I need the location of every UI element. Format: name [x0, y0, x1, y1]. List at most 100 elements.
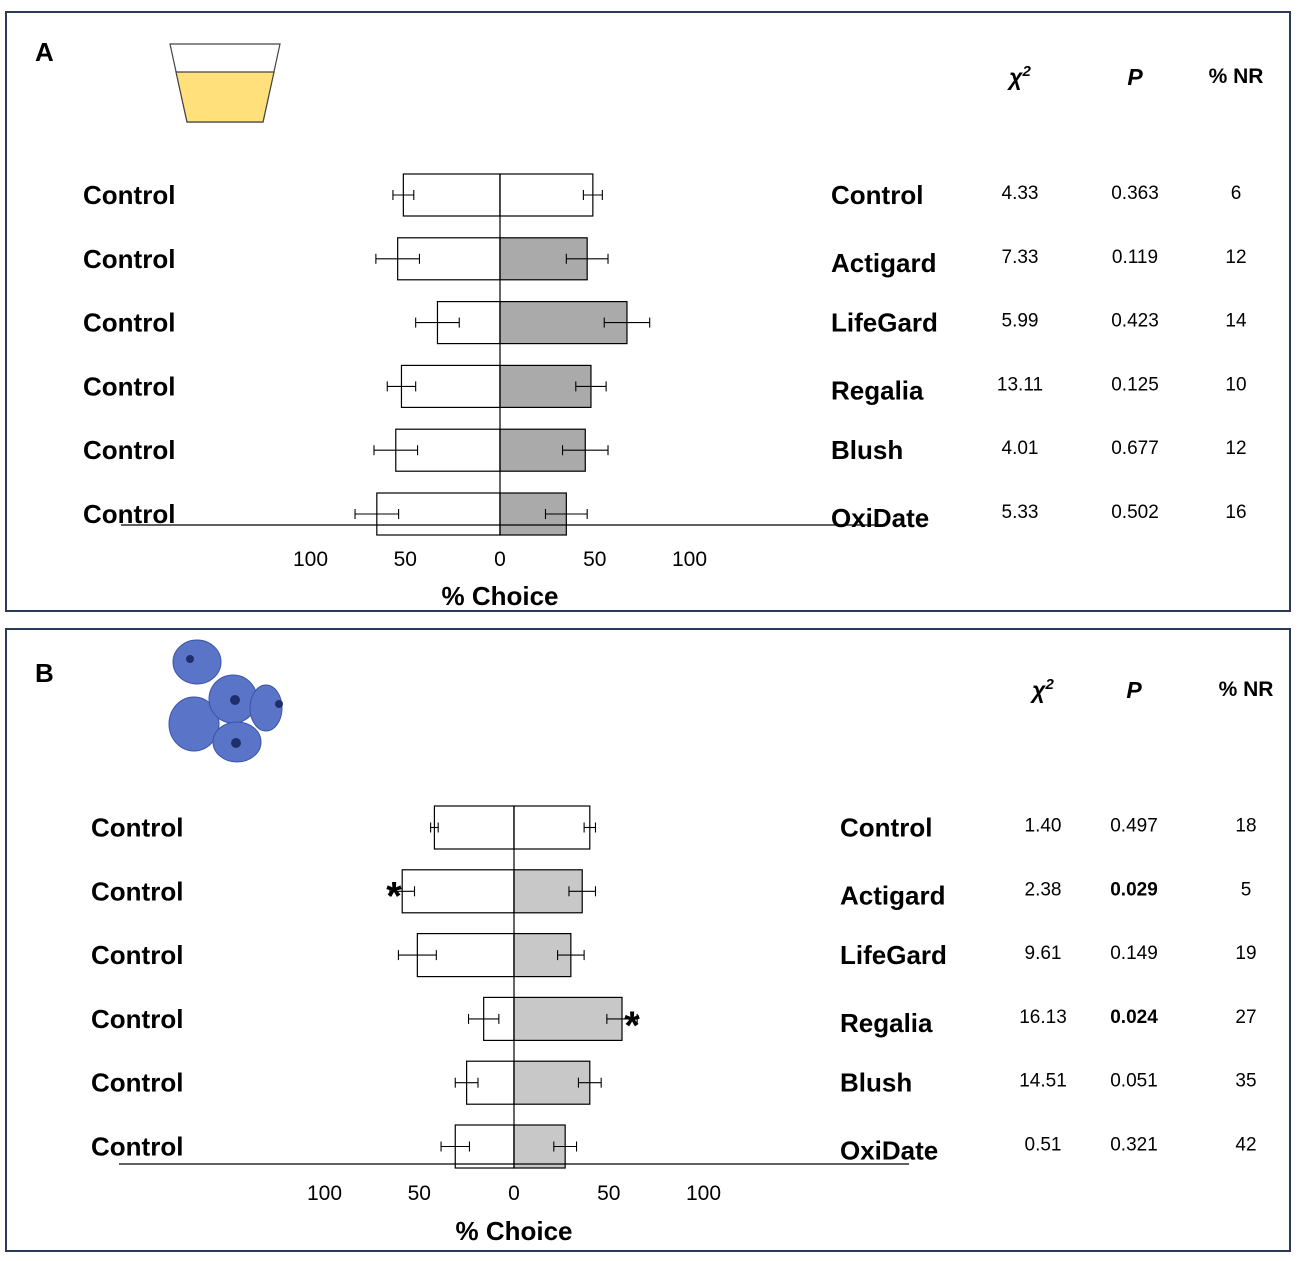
bar-row-actigard: Control Actigard 7.33 0.119 12 [83, 237, 1247, 281]
nr-value: 5 [1241, 879, 1252, 900]
x-tick-label: 100 [307, 1182, 342, 1205]
berry-0 [172, 639, 222, 685]
row-label-treatment: Control [840, 813, 932, 843]
chi-square-header: χ2 [1006, 63, 1031, 90]
chi-square-value: 9.61 [1025, 943, 1062, 964]
chi-square-value: 14.51 [1019, 1071, 1067, 1092]
berry-crown [186, 655, 194, 663]
chi-square-header: χ2 [1029, 676, 1054, 703]
p-value: 0.029 [1110, 879, 1158, 900]
bar-treatment [499, 173, 594, 217]
p-value: 0.423 [1111, 311, 1159, 332]
bar-row-regalia: * Control Regalia 16.13 0.024 27 [91, 996, 1257, 1048]
row-label-control: Control [83, 435, 175, 465]
row-label-control: Control [91, 876, 183, 906]
nr-value: 19 [1235, 943, 1256, 964]
chi-square-value: 13.11 [997, 374, 1043, 395]
x-tick-label: 50 [597, 1182, 620, 1205]
berry-crown [230, 695, 240, 705]
chi-superscript: 2 [1044, 676, 1054, 693]
berry-3 [249, 684, 283, 732]
chi-square-value: 2.38 [1025, 879, 1062, 900]
x-axis-title: % Choice [455, 1216, 572, 1246]
row-label-treatment: OxiDate [840, 1136, 938, 1166]
row-label-treatment: LifeGard [840, 940, 947, 970]
x-tick-label: 100 [293, 548, 328, 571]
nr-value: 16 [1225, 502, 1246, 523]
row-label-control: Control [83, 499, 175, 529]
nr-header: % NR [1219, 678, 1274, 701]
chi-superscript: 2 [1021, 63, 1031, 80]
bar-row-lifegard: Control LifeGard 5.99 0.423 14 [83, 301, 1247, 345]
chart-a-svg: Aχ2 P % NR Control Control 4.33 0.363 6 Control A… [35, 37, 1264, 611]
nr-value: 18 [1235, 816, 1256, 837]
row-label-treatment: LifeGard [831, 308, 938, 338]
bar-control [400, 364, 501, 408]
row-label-treatment: Control [831, 180, 923, 210]
x-tick-label: 100 [672, 548, 707, 571]
nr-value: 12 [1225, 247, 1246, 268]
bar-row-oxidate: Control OxiDate 0.51 0.321 42 [91, 1124, 1257, 1169]
row-label-control: Control [91, 1004, 183, 1034]
p-value: 0.363 [1111, 183, 1159, 204]
nr-value: 6 [1231, 183, 1242, 204]
p-value: 0.502 [1111, 502, 1159, 523]
berry-crown [275, 700, 283, 708]
nr-value: 42 [1235, 1135, 1256, 1156]
chi-square-value: 5.33 [1002, 502, 1039, 523]
bar-row-lifegard: Control LifeGard 9.61 0.149 19 [91, 933, 1257, 978]
p-value: 0.149 [1110, 943, 1158, 964]
bar-row-blush: Control Blush 4.01 0.677 12 [83, 428, 1247, 472]
row-label-treatment: Actigard [840, 880, 945, 910]
x-tick-label: 50 [583, 548, 606, 571]
bar-row-oxidate: Control OxiDate 5.33 0.502 16 [83, 492, 1247, 536]
p-value: 0.497 [1110, 816, 1158, 837]
x-tick-label: 50 [408, 1182, 431, 1205]
cup-liquid [175, 71, 275, 123]
significance-star: * [624, 1004, 640, 1048]
x-axis-title: % Choice [441, 581, 558, 611]
chi-square-value: 0.51 [1025, 1135, 1062, 1156]
row-label-treatment: Actigard [831, 248, 936, 278]
nr-value: 14 [1225, 311, 1247, 332]
bar-treatment [513, 805, 591, 850]
chi-symbol: χ [1006, 64, 1023, 90]
p-value: 0.024 [1110, 1007, 1158, 1028]
chi-square-value: 4.01 [1002, 438, 1039, 459]
row-label-treatment: Blush [840, 1068, 912, 1098]
row-label-control: Control [83, 244, 175, 274]
nr-value: 10 [1225, 374, 1246, 395]
row-label-treatment: Regalia [840, 1008, 933, 1038]
row-label-treatment: Regalia [831, 375, 924, 405]
significance-star: * [386, 874, 402, 918]
panel-label: B [35, 658, 54, 688]
bar-control [402, 173, 501, 217]
nr-header: % NR [1209, 65, 1264, 88]
chi-symbol: χ [1029, 677, 1046, 703]
p-value: 0.677 [1111, 438, 1159, 459]
x-tick-label: 100 [686, 1182, 721, 1205]
row-label-control: Control [83, 180, 175, 210]
chi-square-value: 4.33 [1002, 183, 1039, 204]
p-header: P [1127, 64, 1143, 90]
p-value: 0.321 [1110, 1135, 1158, 1156]
bar-row-actigard: * Control Actigard 2.38 0.029 5 [91, 869, 1252, 918]
x-tick-label: 0 [494, 548, 506, 571]
bar-row-blush: Control Blush 14.51 0.051 35 [91, 1060, 1257, 1105]
nr-value: 27 [1235, 1007, 1256, 1028]
row-label-control: Control [91, 813, 183, 843]
row-label-treatment: OxiDate [831, 503, 929, 533]
p-value: 0.119 [1112, 247, 1158, 268]
panel-label: A [35, 37, 54, 67]
p-header: P [1126, 677, 1142, 703]
blueberries-icon [168, 639, 283, 763]
chi-square-value: 1.40 [1025, 816, 1062, 837]
bar-control [433, 805, 515, 850]
bar-control [395, 428, 501, 472]
bar-row-control: Control Control 1.40 0.497 18 [91, 805, 1257, 850]
chart-b-svg: Bχ2 P % NR Control Control 1.40 0.497 18 * Contro… [35, 639, 1274, 1246]
row-label-control: Control [83, 371, 175, 401]
chi-square-value: 7.33 [1002, 247, 1039, 268]
nr-value: 12 [1225, 438, 1246, 459]
